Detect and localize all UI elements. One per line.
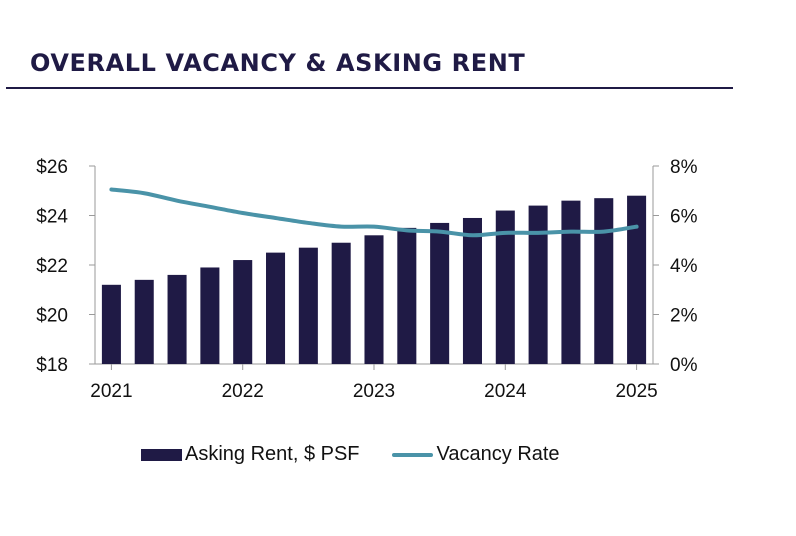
rent-bar (430, 222, 450, 364)
legend-swatch-line (391, 452, 433, 457)
rent-bar (266, 252, 286, 364)
left-axis-tick-label: $26 (36, 157, 68, 178)
rent-bar (167, 274, 187, 364)
right-axis-tick-label: 8% (670, 157, 698, 178)
vacancy-rate-line (109, 187, 639, 238)
right-axis-tick-label: 6% (670, 207, 698, 228)
rent-bar (233, 260, 253, 364)
rent-bar (397, 227, 417, 364)
x-axis-tick-label: 2021 (90, 381, 132, 402)
right-axis-tick-label: 2% (670, 306, 698, 327)
left-axis-tick-label: $20 (36, 306, 68, 327)
left-axis-tick-label: $22 (36, 256, 68, 277)
rent-bar (627, 195, 647, 364)
chart-title: OVERALL VACANCY & ASKING RENT (30, 49, 526, 77)
right-axis-tick-label: 4% (670, 256, 698, 277)
rent-bar (331, 242, 351, 364)
rent-bar (594, 198, 614, 364)
rent-bar (298, 247, 318, 364)
legend-item-vacancy-rate: Vacancy Rate (360, 443, 560, 466)
x-axis-tick-label: 2022 (222, 381, 264, 402)
rent-bar (364, 235, 384, 364)
rent-bar (134, 279, 154, 364)
right-axis-tick-label: 0% (670, 355, 698, 376)
legend-item-asking-rent: Asking Rent, $ PSF (141, 443, 360, 466)
rent-bar (528, 205, 548, 364)
chart-legend: Asking Rent, $ PSF Vacancy Rate (141, 443, 560, 466)
left-axis-tick-label: $24 (36, 207, 68, 228)
legend-label-vacancy-rate: Vacancy Rate (436, 443, 560, 465)
x-axis-tick-label: 2024 (484, 381, 527, 402)
rent-bar (561, 200, 581, 364)
legend-label-asking-rent: Asking Rent, $ PSF (185, 443, 360, 465)
rent-bar (462, 217, 482, 364)
x-axis-tick-label: 2025 (615, 381, 657, 402)
rent-bar (495, 210, 515, 364)
title-divider (6, 87, 733, 89)
legend-swatch-bar (141, 448, 182, 461)
rent-bar (101, 284, 121, 364)
rent-bar (200, 267, 220, 364)
left-axis-tick-label: $18 (36, 355, 68, 376)
x-axis-tick-label: 2023 (353, 381, 395, 402)
